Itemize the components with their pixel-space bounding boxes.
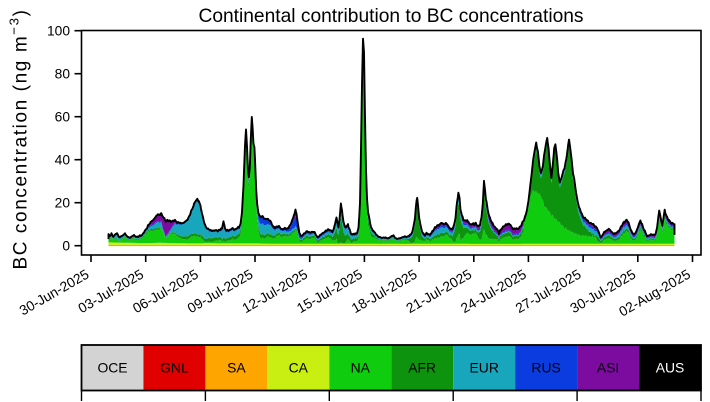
svg-text:ASI: ASI [597,360,619,376]
svg-text:80: 80 [55,67,71,82]
svg-text:GNL: GNL [160,360,189,376]
svg-text:60: 60 [55,110,71,125]
svg-text:SA: SA [227,360,246,376]
svg-text:40: 40 [55,153,71,168]
svg-text:NA: NA [351,360,371,376]
svg-text:0: 0 [62,239,70,254]
svg-text:Continental contribution to BC: Continental contribution to BC concentra… [198,6,583,27]
svg-text:AFR: AFR [408,360,436,376]
svg-text:20: 20 [55,196,71,211]
svg-text:100: 100 [47,24,70,39]
svg-text:CA: CA [289,360,309,376]
svg-text:OCE: OCE [97,360,127,376]
svg-text:EUR: EUR [470,360,499,376]
svg-text:BC concentration (ng m−3): BC concentration (ng m−3) [7,8,32,269]
svg-text:AUS: AUS [656,360,685,376]
svg-text:RUS: RUS [531,360,560,376]
